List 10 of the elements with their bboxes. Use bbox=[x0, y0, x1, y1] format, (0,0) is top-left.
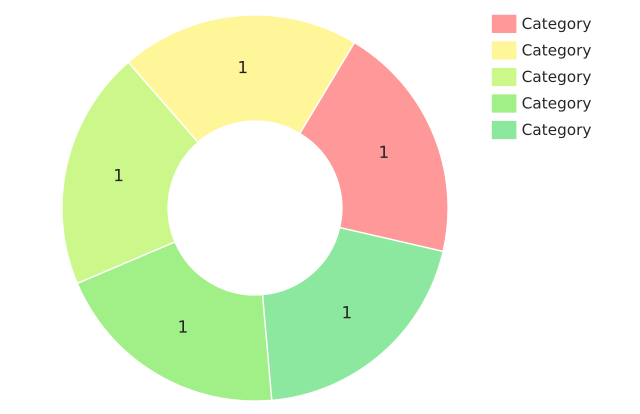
legend-label: Category bbox=[522, 44, 591, 59]
data-label: 1 bbox=[343, 306, 351, 318]
legend-label: Category bbox=[522, 70, 591, 86]
data-label: 1 bbox=[179, 320, 187, 333]
legend-label: Category bbox=[522, 18, 591, 32]
legend-label: Category bbox=[522, 124, 591, 138]
data-label: 1 bbox=[115, 168, 122, 182]
legend-label: Category bbox=[522, 97, 591, 112]
data-label: 1 bbox=[239, 61, 247, 74]
data-label: 1 bbox=[380, 146, 388, 158]
